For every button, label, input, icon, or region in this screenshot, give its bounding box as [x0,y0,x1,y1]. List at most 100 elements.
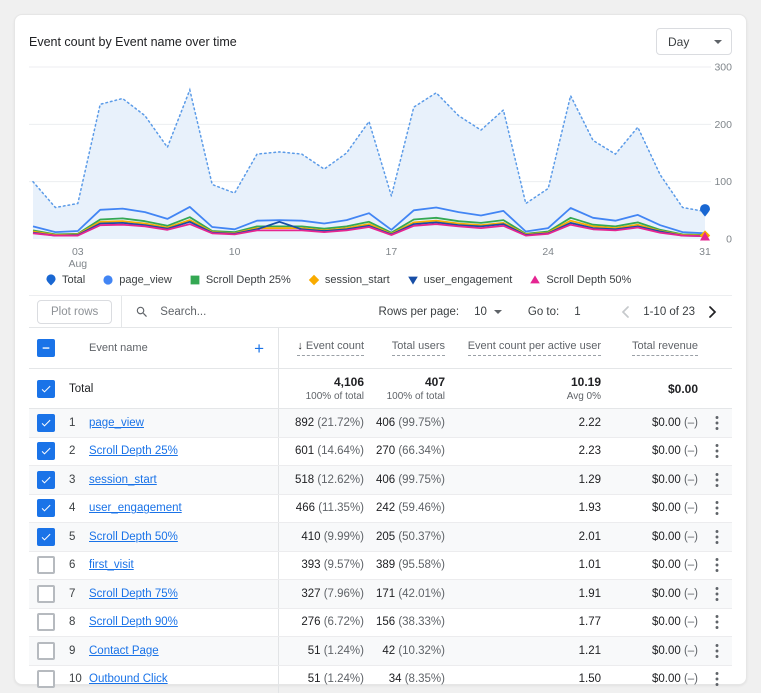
per-active-user-cell: 2.01 [445,531,601,543]
svg-text:0: 0 [726,234,732,246]
table-row: 3 session_start 518 (12.62%) 406 (99.75%… [29,466,732,495]
select-all-checkbox[interactable] [37,339,55,357]
row-menu-icon[interactable] [698,438,735,466]
plot-rows-button[interactable]: Plot rows [37,300,112,324]
row-checkbox[interactable] [37,499,55,517]
row-checkbox[interactable] [37,585,55,603]
event-count-cell: 51 (1.24%) [279,645,364,657]
legend-label: Total [62,274,85,286]
row-checkbox[interactable] [37,613,55,631]
table-row: 4 user_engagement 466 (11.35%) 242 (59.4… [29,495,732,524]
event-count-cell: 601 (14.64%) [279,445,364,457]
per-active-user-cell: 1.01 [445,559,601,571]
row-checkbox[interactable] [37,414,55,432]
pagination-controls: Rows per page: 10 Go to: 1-10 of 23 [379,304,732,320]
row-number: 6 [69,559,89,571]
event-name-link[interactable]: Scroll Depth 90% [89,616,178,628]
row-menu-icon[interactable] [698,466,735,494]
row-checkbox[interactable] [37,642,55,660]
svg-text:17: 17 [386,246,398,258]
event-name-link[interactable]: user_engagement [89,502,182,514]
legend-label: session_start [325,274,390,286]
total-users-cell: 270 (66.34%) [364,445,445,457]
event-name-link[interactable]: Scroll Depth 25% [89,445,178,457]
svg-text:24: 24 [542,246,554,258]
chart-legend: Total page_view Scroll Depth 25% session_st… [29,271,732,295]
per-active-user-cell: 2.23 [445,445,601,457]
table-header-row: Event name + ↓Event count Total users Ev… [29,328,732,369]
event-count-cell: 51 (1.24%) [279,673,364,685]
prev-page-icon[interactable] [616,304,635,320]
row-menu-icon[interactable] [698,666,735,693]
total-users-cell: 156 (38.33%) [364,616,445,628]
row-menu-icon[interactable] [698,609,735,637]
total-row-checkbox[interactable] [37,380,55,398]
report-card: Event count by Event name over time Day … [14,14,747,685]
legend-item: Scroll Depth 25% [189,274,291,286]
goto-page-input[interactable] [572,305,598,319]
square-marker-icon [189,274,201,286]
row-number: 2 [69,445,89,457]
row-checkbox[interactable] [37,670,55,688]
total-users: 407 100% of total [364,375,445,402]
row-menu-icon[interactable] [698,523,735,551]
event-name-link[interactable]: page_view [89,417,144,429]
row-checkbox[interactable] [37,556,55,574]
legend-label: user_engagement [424,274,513,286]
total-users-cell: 34 (8.35%) [364,673,445,685]
chevron-down-icon [714,40,722,44]
row-checkbox[interactable] [37,471,55,489]
per-active-user-header[interactable]: Event count per active user [445,340,601,356]
svg-text:10: 10 [229,246,241,258]
legend-label: Scroll Depth 50% [546,274,631,286]
legend-label: page_view [119,274,172,286]
per-active-user-cell: 1.93 [445,502,601,514]
table-row: 9 Contact Page 51 (1.24%) 42 (10.32%) 1.… [29,637,732,666]
svg-text:200: 200 [714,119,732,131]
search-input[interactable] [158,305,312,319]
triangle-up-marker-icon [529,274,541,286]
total-revenue-cell: $0.00 (–) [601,502,698,514]
event-name-link[interactable]: Scroll Depth 50% [89,531,178,543]
add-column-icon[interactable]: + [254,340,264,357]
rows-per-page-select[interactable]: 10 [474,306,502,318]
chart-title: Event count by Event name over time [29,35,237,49]
table-toolbar: Plot rows Rows per page: 10 Go to: 1-10 … [29,295,732,328]
per-active-user-cell: 1.29 [445,474,601,486]
row-menu-icon[interactable] [698,580,735,608]
row-menu-icon[interactable] [698,552,735,580]
pagination-range: 1-10 of 23 [643,306,695,318]
total-revenue-header[interactable]: Total revenue [601,340,698,356]
total-revenue-cell: $0.00 (–) [601,531,698,543]
row-menu-icon[interactable] [698,495,735,523]
table-body: 1 page_view 892 (21.72%) 406 (99.75%) 2.… [29,409,732,693]
granularity-dropdown[interactable]: Day [656,28,732,55]
row-menu-icon[interactable] [698,409,735,437]
row-checkbox[interactable] [37,442,55,460]
triangle-down-marker-icon [407,274,419,286]
total-revenue-cell: $0.00 (–) [601,616,698,628]
chevron-down-icon [494,310,502,314]
legend-label: Scroll Depth 25% [206,274,291,286]
event-count-header[interactable]: ↓Event count [279,340,364,356]
event-name-link[interactable]: Scroll Depth 75% [89,588,178,600]
row-checkbox[interactable] [37,528,55,546]
event-name-link[interactable]: Contact Page [89,645,159,657]
total-users-cell: 42 (10.32%) [364,645,445,657]
event-name-link[interactable]: first_visit [89,559,134,571]
event-name-link[interactable]: session_start [89,474,157,486]
row-number: 4 [69,502,89,514]
search-box [122,305,378,319]
card-header: Event count by Event name over time Day [29,15,732,57]
legend-item: Scroll Depth 50% [529,274,631,286]
total-revenue-cell: $0.00 (–) [601,673,698,685]
search-icon [135,305,149,319]
svg-text:300: 300 [714,62,732,74]
total-users-header[interactable]: Total users [364,340,445,356]
chart-area: 010020030003Aug10172431 [29,57,732,271]
event-name-link[interactable]: Outbound Click [89,673,168,685]
table-row: 5 Scroll Depth 50% 410 (9.99%) 205 (50.3… [29,523,732,552]
row-menu-icon[interactable] [698,637,735,665]
table-row: 10 Outbound Click 51 (1.24%) 34 (8.35%) … [29,666,732,693]
next-page-icon[interactable] [703,304,722,320]
